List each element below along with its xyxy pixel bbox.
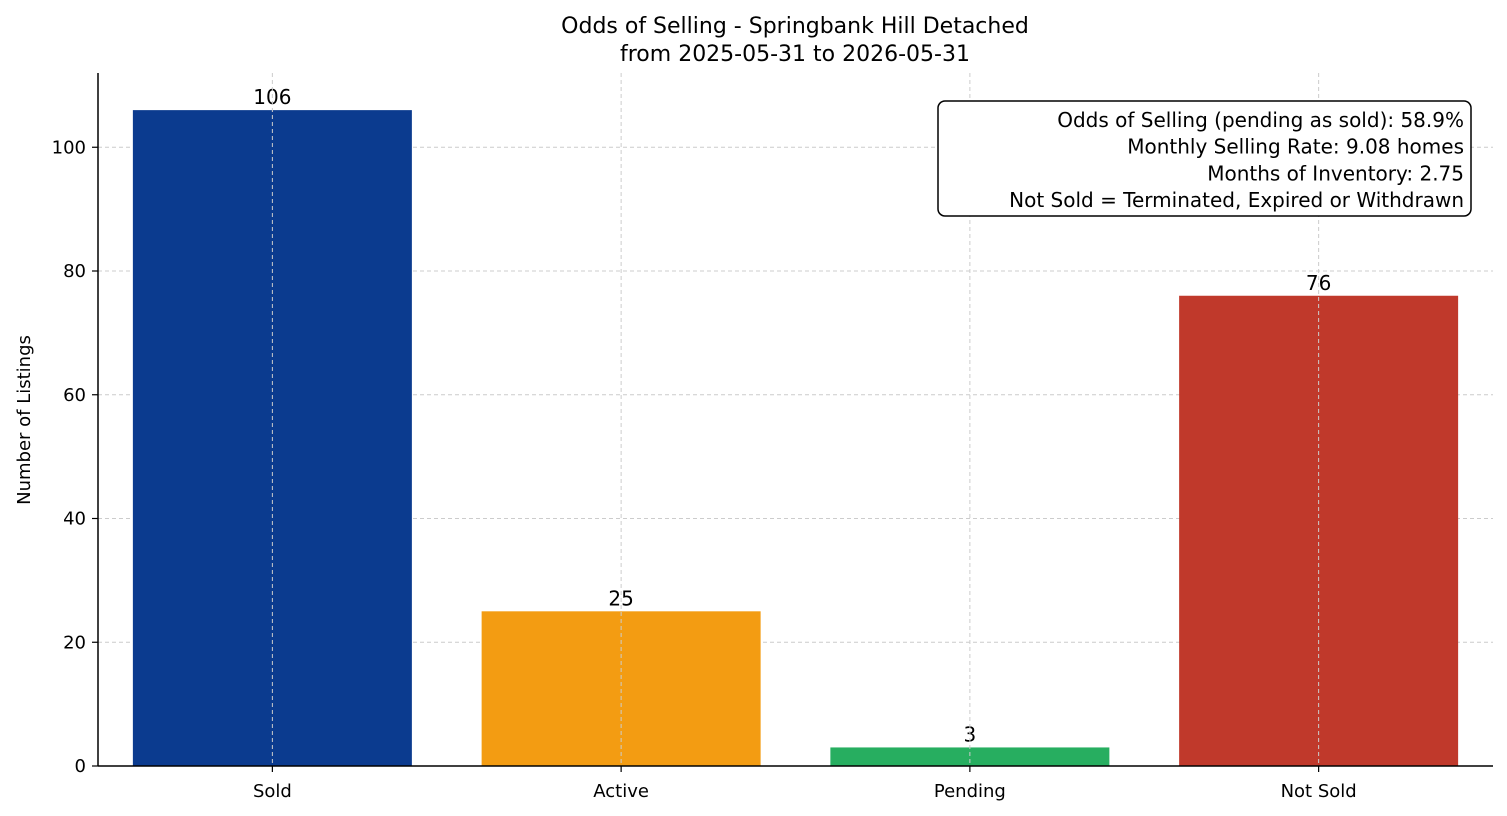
y-tick-label: 40 xyxy=(63,509,86,530)
bar-pending xyxy=(830,747,1110,766)
ticks: 0 20 40 60 80 100 Sold Active Pending Not Sold xyxy=(52,137,1357,802)
y-tick-label: 20 xyxy=(63,632,86,653)
info-box-line: Not Sold = Terminated, Expired or Withdr… xyxy=(1009,188,1464,212)
info-box-line: Months of Inventory: 2.75 xyxy=(1207,161,1464,185)
x-tick-label: Active xyxy=(593,781,649,802)
x-tick-label: Sold xyxy=(253,781,292,802)
y-tick-label: 0 xyxy=(75,756,86,777)
x-tick-label: Not Sold xyxy=(1281,781,1357,802)
info-box-line: Monthly Selling Rate: 9.08 homes xyxy=(1127,135,1464,159)
y-tick-label: 100 xyxy=(52,137,86,158)
info-box: Odds of Selling (pending as sold): 58.9%… xyxy=(937,100,1472,217)
y-tick-label: 80 xyxy=(63,261,86,282)
axes xyxy=(97,73,1493,767)
info-box-line: Odds of Selling (pending as sold): 58.9% xyxy=(1057,108,1464,132)
y-axis-label: Number of Listings xyxy=(14,335,35,505)
x-tick-label: Pending xyxy=(934,781,1006,802)
chart-subtitle: from 2025-05-31 to 2026-05-31 xyxy=(620,42,970,67)
y-tick-label: 60 xyxy=(63,385,86,406)
chart-title: Odds of Selling - Springbank Hill Detach… xyxy=(561,14,1029,39)
info-box-frame xyxy=(937,100,1472,217)
